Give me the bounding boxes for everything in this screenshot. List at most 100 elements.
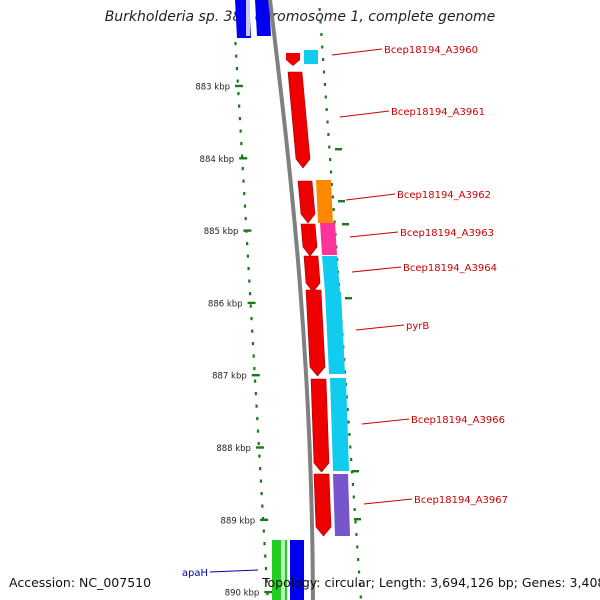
minor-tick xyxy=(244,217,247,221)
label-leader-line xyxy=(209,569,259,573)
inner-dot xyxy=(322,58,325,61)
tick-label: 888 kbp xyxy=(216,444,251,454)
inner-dot xyxy=(329,170,333,174)
gene-a3960 xyxy=(286,53,300,66)
minor-tick xyxy=(266,592,269,596)
inner-tick xyxy=(345,297,352,300)
gene-a3962 xyxy=(297,180,316,224)
gene-label: Bcep18194_A3960 xyxy=(384,45,478,56)
inner-dot xyxy=(326,120,329,124)
inner-tick xyxy=(335,148,342,151)
minor-tick xyxy=(235,67,239,71)
minor-tick xyxy=(238,117,241,121)
gene-blue-bottom xyxy=(290,540,304,600)
feature-orange-a3962 xyxy=(316,180,333,223)
chromosome-backbone xyxy=(268,0,315,600)
inner-dot xyxy=(331,195,334,199)
gene-labels: Bcep18194_A3960 Bcep18194_A3961 Bcep18194_… xyxy=(182,45,508,579)
minor-tick xyxy=(248,279,251,283)
minor-tick xyxy=(253,367,256,371)
gene-label: Bcep18194_A3963 xyxy=(400,228,494,239)
feature-magenta-a3963 xyxy=(320,223,337,255)
label-leader-line xyxy=(363,498,413,505)
label-leader-line xyxy=(349,231,399,238)
label-leader-line xyxy=(355,324,405,331)
gene-a3966 xyxy=(310,378,330,473)
minor-tick xyxy=(259,479,263,483)
inner-dot xyxy=(345,395,348,399)
minor-tick xyxy=(262,529,265,533)
minor-tick xyxy=(256,417,259,421)
inner-dot xyxy=(346,408,349,411)
tick-label: 889 kbp xyxy=(221,516,256,526)
inner-dot xyxy=(351,483,355,486)
minor-tick xyxy=(249,304,252,308)
label-leader-line xyxy=(351,266,402,273)
inner-dot xyxy=(356,545,359,549)
accession-text: Accession: NC_007510 xyxy=(9,575,152,590)
major-tick xyxy=(260,518,269,521)
minor-tick xyxy=(243,204,247,208)
gene-a3967 xyxy=(313,473,332,537)
gene-label: Bcep18194_A3961 xyxy=(391,107,485,118)
inner-dot xyxy=(319,20,322,24)
gene-a3964 xyxy=(303,255,321,293)
label-leader-line xyxy=(339,110,390,118)
minor-tick xyxy=(246,254,249,258)
inner-dot xyxy=(348,433,351,436)
minor-tick xyxy=(242,179,245,183)
feature-cyan-a3966 xyxy=(330,378,349,471)
gene-label: Bcep18194_A3967 xyxy=(414,495,508,506)
minor-tick xyxy=(238,104,241,108)
minor-tick xyxy=(264,567,268,571)
inner-dot xyxy=(322,70,326,74)
minor-tick xyxy=(234,42,237,46)
inner-dot xyxy=(330,183,334,186)
minor-tick xyxy=(257,442,260,446)
tick-label: 890 kbp xyxy=(225,589,260,599)
major-tick xyxy=(264,590,273,594)
minor-tick xyxy=(240,142,243,146)
inner-dot xyxy=(325,108,328,111)
gene-a3963 xyxy=(300,223,318,257)
tick-marks: 883 kbp 884 kbp 885 kbp 886 kbp 887 kbp 888 k… xyxy=(195,42,273,599)
minor-tick xyxy=(252,354,255,358)
minor-tick xyxy=(239,129,242,133)
minor-tick xyxy=(251,342,255,346)
gene-features xyxy=(235,0,350,600)
gene-blue-top-right xyxy=(255,0,271,36)
gene-highlight xyxy=(281,540,285,600)
inner-tick xyxy=(342,223,349,226)
minor-tick xyxy=(236,79,239,83)
label-leader-line xyxy=(331,48,383,56)
minor-tick xyxy=(254,379,257,383)
feature-cyan-a3960 xyxy=(304,50,318,64)
inner-dot xyxy=(358,583,362,586)
tick-label: 887 kbp xyxy=(212,372,247,382)
minor-tick xyxy=(237,92,240,96)
minor-tick xyxy=(261,504,264,508)
inner-dot xyxy=(359,595,362,599)
minor-tick xyxy=(246,242,249,246)
tick-label: 883 kbp xyxy=(195,83,230,93)
inner-dot xyxy=(354,520,357,524)
tick-label: 886 kbp xyxy=(208,299,243,309)
inner-dot xyxy=(355,533,358,536)
genome-summary-text: Topology: circular; Length: 3,694,126 bp… xyxy=(262,575,600,590)
inner-dot xyxy=(349,445,352,449)
feature-purple-a3967 xyxy=(333,474,350,536)
minor-tick xyxy=(247,267,250,271)
minor-tick xyxy=(263,542,266,546)
tick-label: 884 kbp xyxy=(200,155,235,165)
inner-dot xyxy=(332,208,335,211)
inner-tick xyxy=(354,518,361,521)
inner-dot xyxy=(357,558,360,561)
minor-tick xyxy=(260,492,263,496)
major-tick xyxy=(251,374,260,377)
gene-label: Bcep18194_A3962 xyxy=(397,190,491,201)
inner-dot xyxy=(350,458,353,461)
inner-dot xyxy=(323,83,327,86)
minor-tick xyxy=(235,54,238,58)
minor-tick xyxy=(243,192,246,196)
gene-label: pyrB xyxy=(406,321,429,332)
